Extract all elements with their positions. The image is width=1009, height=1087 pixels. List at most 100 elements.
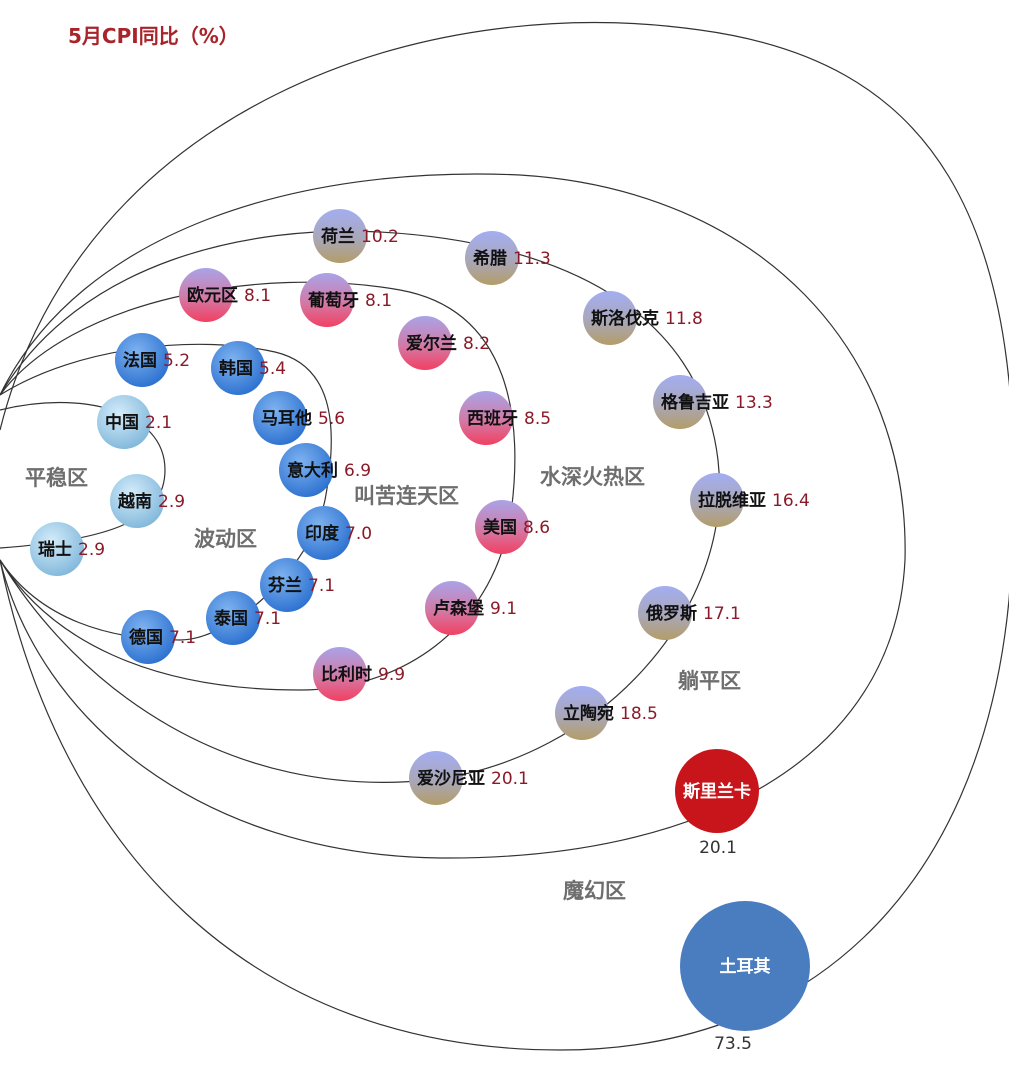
country-name-label: 立陶宛 [563, 703, 614, 724]
country-name-label: 中国 [105, 412, 139, 433]
country-name-label: 卢森堡 [433, 598, 484, 619]
bubble-group: 立陶宛 18.5 [555, 686, 658, 740]
country-name-label: 意大利 [287, 460, 338, 481]
bubble-group: 中国 2.1 [97, 395, 172, 449]
bubble-group: 芬兰 7.1 [260, 558, 335, 612]
country-name-label: 格鲁吉亚 [661, 392, 729, 413]
country-name-label: 越南 [117, 491, 152, 512]
bubble-group: 意大利 6.9 [279, 443, 371, 497]
zone-label-stable: 平稳区 [25, 466, 88, 490]
bubble-group: 德国 7.1 [121, 610, 196, 664]
country-value-label: 8.5 [524, 409, 551, 429]
country-value-label: 9.9 [378, 665, 405, 685]
bubble-group: 法国 5.2 [115, 333, 190, 387]
bubble-group: 土耳其 73.5 [680, 901, 810, 1054]
country-value-label: 7.1 [308, 576, 335, 596]
country-name-label: 欧元区 [187, 285, 238, 306]
country-bubble [115, 333, 169, 387]
country-value-label: 73.5 [714, 1034, 752, 1054]
bubble-group: 俄罗斯 17.1 [638, 586, 741, 640]
country-value-label: 8.6 [523, 518, 550, 538]
country-value-label: 9.1 [490, 599, 517, 619]
country-bubble [653, 375, 707, 429]
zone-label-bitter: 叫苦连天区 [354, 484, 459, 508]
bubble-group: 马耳他 5.6 [253, 391, 345, 445]
country-bubble [179, 268, 233, 322]
country-value-label: 2.9 [158, 492, 185, 512]
country-name-label: 泰国 [214, 608, 248, 629]
country-name-label: 斯洛伐克 [591, 308, 659, 329]
country-bubble [313, 209, 367, 263]
country-value-label: 17.1 [703, 604, 741, 624]
country-name-label: 马耳他 [261, 408, 312, 429]
bubble-group: 韩国 5.4 [211, 341, 286, 395]
bubble-group: 葡萄牙 8.1 [300, 273, 392, 327]
country-name-label: 希腊 [473, 248, 507, 269]
country-bubble [300, 273, 354, 327]
chart-title: 5月CPI同比（%） [68, 24, 239, 48]
country-name-label: 荷兰 [321, 226, 355, 247]
country-value-label: 8.1 [365, 291, 392, 311]
country-bubble [690, 473, 744, 527]
country-name-label: 葡萄牙 [307, 290, 359, 311]
ring-hot [0, 230, 720, 783]
country-value-label: 2.1 [145, 413, 172, 433]
bubble-group: 斯里兰卡 20.1 [675, 749, 759, 858]
country-name-label: 西班牙 [467, 409, 518, 429]
zone-label-magic: 魔幻区 [563, 879, 626, 903]
country-bubble [253, 391, 307, 445]
country-value-label: 11.8 [665, 309, 703, 329]
country-bubble [97, 395, 151, 449]
ring-stable [0, 401, 166, 549]
country-value-label: 13.3 [735, 393, 773, 413]
country-value-label: 6.9 [344, 461, 371, 481]
bubble-group: 拉脱维亚 16.4 [690, 473, 810, 527]
country-bubble [30, 522, 84, 576]
country-bubble [638, 586, 692, 640]
country-bubble [425, 581, 479, 635]
country-name-label: 土耳其 [720, 956, 771, 977]
country-value-label: 8.2 [463, 334, 490, 354]
ring-flat [0, 173, 906, 859]
bubble-group: 希腊 11.3 [465, 231, 551, 285]
country-bubble [465, 231, 519, 285]
country-bubble [279, 443, 333, 497]
bubble-group: 西班牙 8.5 [459, 391, 551, 445]
ring-magic [0, 21, 1009, 1051]
country-bubble [260, 558, 314, 612]
country-bubble [121, 610, 175, 664]
country-name-label: 俄罗斯 [645, 603, 697, 624]
country-bubble [680, 901, 810, 1031]
country-value-label: 2.9 [78, 540, 105, 560]
country-bubble [675, 749, 759, 833]
bubble-group: 格鲁吉亚 13.3 [653, 375, 773, 429]
country-value-label: 8.1 [244, 286, 271, 306]
country-name-label: 芬兰 [267, 575, 302, 596]
country-bubble [475, 500, 529, 554]
country-bubble [110, 474, 164, 528]
country-value-label: 16.4 [772, 491, 810, 511]
country-name-label: 斯里兰卡 [683, 781, 751, 802]
country-value-label: 18.5 [620, 704, 658, 724]
bubble-group: 越南 2.9 [110, 474, 185, 528]
country-bubble [313, 647, 367, 701]
country-value-label: 7.1 [169, 628, 196, 648]
country-name-label: 爱尔兰 [406, 333, 457, 354]
bubble-group: 荷兰 10.2 [313, 209, 399, 263]
country-name-label: 瑞士 [38, 539, 72, 560]
country-name-label: 比利时 [321, 664, 372, 685]
country-value-label: 20.1 [491, 769, 529, 789]
country-bubble [583, 291, 637, 345]
bubble-group: 比利时 9.9 [313, 647, 405, 701]
bubble-group: 瑞士 2.9 [30, 522, 105, 576]
country-value-label: 7.1 [254, 609, 281, 629]
country-value-label: 11.3 [513, 249, 551, 269]
country-name-label: 韩国 [219, 358, 253, 379]
country-value-label: 10.2 [361, 227, 399, 247]
country-bubble [459, 391, 513, 445]
country-value-label: 5.6 [318, 409, 345, 429]
zone-label-wave: 波动区 [194, 527, 257, 551]
bubble-group: 爱尔兰 8.2 [398, 316, 490, 370]
zone-label-flat: 躺平区 [678, 669, 741, 693]
